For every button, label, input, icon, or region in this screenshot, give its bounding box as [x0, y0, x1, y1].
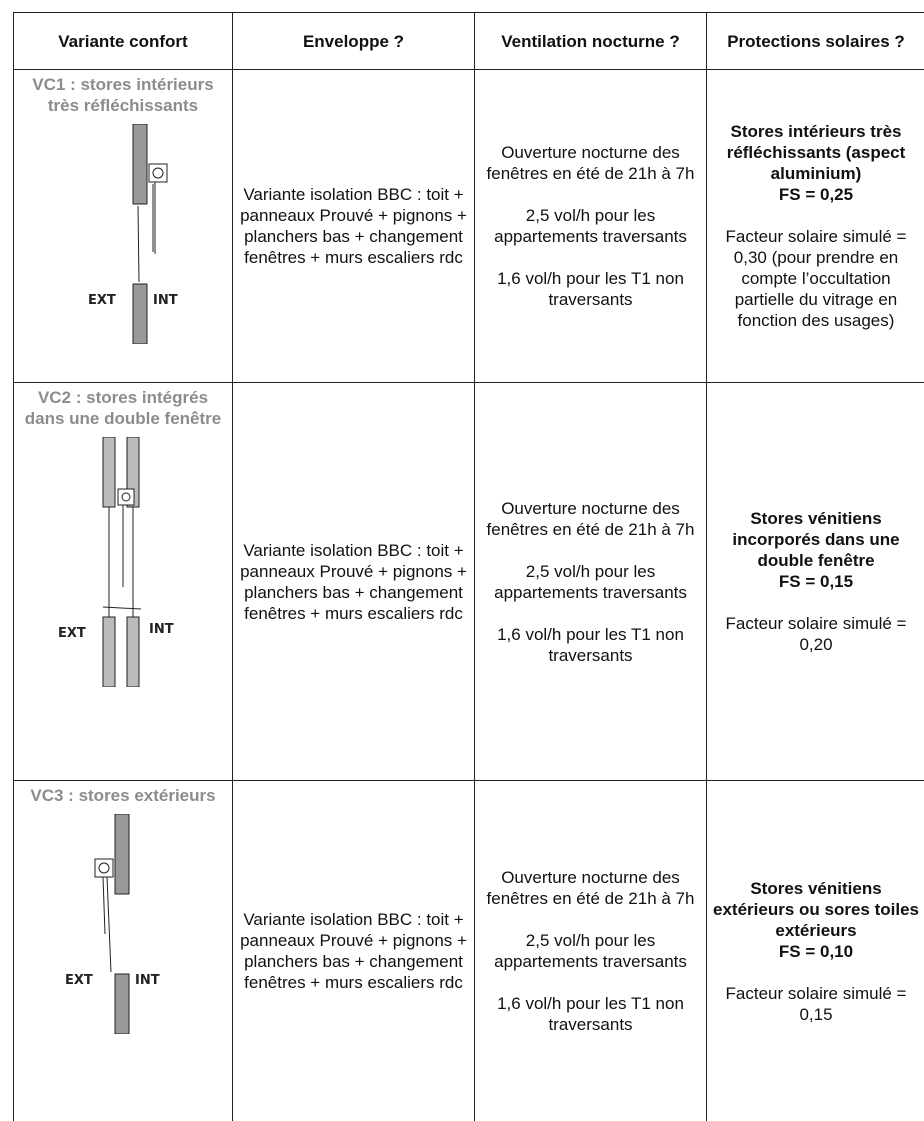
sketch: EXT INT: [53, 814, 193, 1034]
sketch-label: INT: [135, 973, 160, 988]
variant-title: VC2 : stores intégrés dans une double fe…: [20, 387, 226, 429]
row: VC3 : stores extérieurs EXT INT Variante…: [14, 781, 924, 1121]
ventilation-text: 2,5 vol/h pour les appartements traversa…: [481, 930, 700, 972]
sketch-label: EXT: [58, 626, 86, 641]
comfort-table: Variante confort Enveloppe ? Ventilation…: [13, 12, 924, 1121]
variant-title: VC3 : stores extérieurs: [20, 785, 226, 806]
protection-title: Stores intérieurs très réfléchissants (a…: [713, 121, 919, 184]
ventilation-text: 2,5 vol/h pour les appartements traversa…: [481, 561, 700, 603]
envelope-cell: Variante isolation BBC : toit + panneaux…: [233, 383, 475, 781]
header-cell: Ventilation nocturne ?: [475, 13, 707, 70]
ventilation-cell: Ouverture nocturne des fenêtres en été d…: [475, 781, 707, 1121]
simulated-factor: Facteur solaire simulé = 0,15: [713, 983, 919, 1025]
envelope-cell: Variante isolation BBC : toit + panneaux…: [233, 781, 475, 1121]
sketch: EXT INT: [53, 124, 193, 344]
ventilation-text: 1,6 vol/h pour les T1 non traversants: [481, 624, 700, 666]
header-row: Variante confort Enveloppe ? Ventilation…: [14, 13, 924, 70]
ventilation-text: 1,6 vol/h pour les T1 non traversants: [481, 993, 700, 1035]
variant-title: VC1 : stores intérieurs très réfléchissa…: [20, 74, 226, 116]
solar-factor: FS = 0,15: [713, 571, 919, 592]
simulated-factor: Facteur solaire simulé = 0,20: [713, 613, 919, 655]
sketch-label: EXT: [88, 293, 116, 308]
ventilation-text: Ouverture nocturne des fenêtres en été d…: [481, 142, 700, 184]
ventilation-text: Ouverture nocturne des fenêtres en été d…: [481, 867, 700, 909]
variant-cell: VC2 : stores intégrés dans une double fe…: [14, 383, 233, 781]
ventilation-text: 1,6 vol/h pour les T1 non traversants: [481, 268, 700, 310]
row: VC2 : stores intégrés dans une double fe…: [14, 383, 924, 781]
ventilation-cell: Ouverture nocturne des fenêtres en été d…: [475, 70, 707, 383]
solar-factor: FS = 0,10: [713, 941, 919, 962]
ventilation-text: Ouverture nocturne des fenêtres en été d…: [481, 498, 700, 540]
protection-title: Stores vénitiens extérieurs ou sores toi…: [713, 878, 919, 941]
header-cell: Variante confort: [14, 13, 233, 70]
protection-cell: Stores vénitiens incorporés dans une dou…: [707, 383, 924, 781]
envelope-cell: Variante isolation BBC : toit + panneaux…: [233, 70, 475, 383]
variant-cell: VC1 : stores intérieurs très réfléchissa…: [14, 70, 233, 383]
protection-cell: Stores intérieurs très réfléchissants (a…: [707, 70, 924, 383]
protection-title: Stores vénitiens incorporés dans une dou…: [713, 508, 919, 571]
row: VC1 : stores intérieurs très réfléchissa…: [14, 70, 924, 383]
simulated-factor: Facteur solaire simulé = 0,30 (pour pren…: [713, 226, 919, 331]
header-cell: Enveloppe ?: [233, 13, 475, 70]
protection-cell: Stores vénitiens extérieurs ou sores toi…: [707, 781, 924, 1121]
variant-cell: VC3 : stores extérieurs EXT INT: [14, 781, 233, 1121]
sketch-label: INT: [149, 622, 174, 637]
sketch-label: EXT: [65, 973, 93, 988]
solar-factor: FS = 0,25: [713, 184, 919, 205]
sketch: EXT INT: [53, 437, 193, 687]
sketch-label: INT: [153, 293, 178, 308]
ventilation-cell: Ouverture nocturne des fenêtres en été d…: [475, 383, 707, 781]
header-cell: Protections solaires ?: [707, 13, 924, 70]
ventilation-text: 2,5 vol/h pour les appartements traversa…: [481, 205, 700, 247]
